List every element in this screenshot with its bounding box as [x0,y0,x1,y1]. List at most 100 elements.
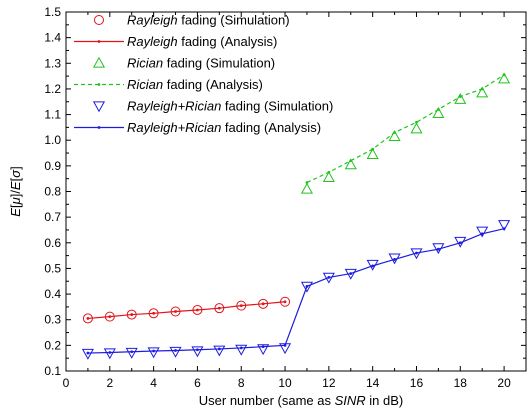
y-tick-label: 1.1 [44,108,61,122]
line-point [217,306,221,310]
line-point [130,350,134,354]
line-point [305,284,309,288]
legend-entry: Rician fading (Analysis) [74,77,263,92]
series-5 [86,227,506,355]
data-point [81,348,94,360]
legend-entry: Rayleigh+Rician fading (Analysis) [74,120,321,135]
x-tick-label: 8 [238,376,245,390]
series-line [87,228,505,354]
data-point [169,346,182,358]
x-tick-label: 20 [497,376,511,390]
line-point [152,311,156,315]
legend-label: Rician fading (Simulation) [127,56,275,71]
series-3 [305,73,506,184]
line-point [283,300,287,304]
x-tick-label: 2 [106,376,113,390]
data-point [476,86,489,98]
legend: Rayleigh fading (Simulation) Rayleigh fad… [74,13,333,135]
legend-label: Rayleigh fading (Simulation) [127,13,290,28]
x-tick-label: 16 [410,376,424,390]
data-point [498,220,511,232]
x-tick-label: 6 [194,376,201,390]
x-axis-label: User number (same as SINR in dB) [199,393,403,408]
line-point [86,317,90,320]
series-line [306,74,505,184]
legend-marker [92,101,106,113]
legend-point [97,126,101,129]
line-point [349,272,353,275]
data-point [125,347,138,359]
y-tick-label: 0.9 [44,159,61,173]
legend-entry: Rayleigh fading (Simulation) [94,13,290,28]
legend-entry: Rayleigh fading (Analysis) [74,34,277,49]
series-4 [81,220,511,360]
line-point [480,232,484,236]
line-point [174,310,177,313]
line-point [108,315,112,319]
legend-entry: Rayleigh+Rician fading (Simulation) [92,99,333,114]
line-point [196,308,199,312]
y-tick-label: 0.1 [44,364,61,378]
x-tick-label: 10 [278,376,292,390]
x-tick-label: 14 [366,376,380,390]
line-point [217,347,221,351]
line-point [458,241,462,245]
x-tick-label: 4 [150,376,157,390]
y-tick-label: 0.5 [44,261,61,275]
line-point [502,227,506,231]
line-point [130,313,134,316]
legend-point [97,83,101,86]
line-point [174,349,177,352]
series-0 [82,296,291,324]
y-tick-label: 1.5 [44,5,61,19]
data-point [257,344,270,356]
y-tick-label: 0.7 [44,210,61,224]
line-point [261,302,265,306]
data-point [147,347,160,359]
line-point [86,351,90,355]
x-tick-label: 18 [454,376,468,390]
data-point [454,92,467,104]
legend-label: Rayleigh+Rician fading (Simulation) [127,99,333,114]
series-1 [86,300,287,320]
series-2 [300,72,511,194]
line-point [415,251,418,255]
line-point [283,343,287,347]
y-tick-label: 0.4 [44,287,61,301]
data-point [322,171,335,183]
data-point [235,344,248,356]
line-point [436,247,440,251]
x-tick-label: 0 [63,376,70,390]
data-point [213,345,226,357]
legend-marker [94,15,104,25]
legend-label: Rician fading (Analysis) [127,77,263,92]
y-tick-label: 0.2 [44,338,61,352]
line-point [327,170,331,174]
y-tick-label: 1.0 [44,133,61,147]
legend-point [97,40,101,43]
data-point [498,72,511,84]
line-point [349,159,353,163]
data-point [344,158,357,170]
y-tick-label: 0.6 [44,236,61,250]
line-point [371,147,375,151]
line-point [502,73,506,77]
line-point [239,346,243,350]
y-axis-label: E[μ]/E[σ] [8,166,23,216]
legend-marker [92,56,106,68]
data-point [476,226,489,238]
legend-entry: Rician fading (Simulation) [92,56,275,71]
y-tick-label: 0.3 [44,313,61,327]
y-tick-label: 1.4 [44,31,61,45]
data-point [103,348,116,360]
line-point [196,348,199,352]
line-point [393,131,396,134]
series-line [87,301,286,320]
line-point [480,87,484,91]
line-point [108,351,112,354]
line-point [239,304,243,308]
data-point [300,182,314,194]
y-tick-label: 0.8 [44,185,61,199]
data-point [300,281,314,293]
